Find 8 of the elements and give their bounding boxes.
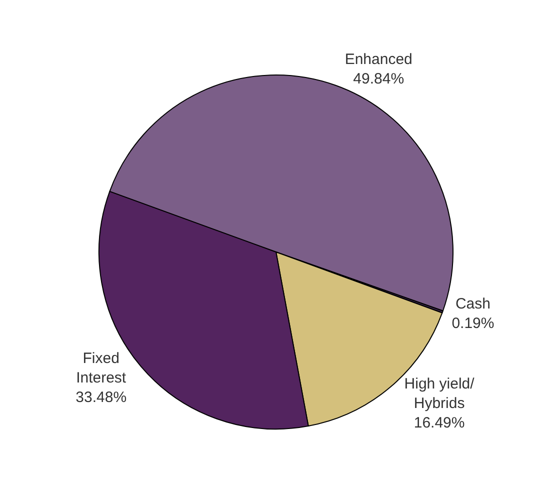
slice-label: Cash bbox=[455, 296, 490, 313]
slice-label: High yield/ Hybrids bbox=[404, 376, 476, 412]
data-label: 49.84% bbox=[353, 70, 404, 88]
slice-label: Fixed Interest bbox=[76, 350, 127, 387]
data-label: 16.49% bbox=[414, 414, 465, 432]
data-label: 0.19% bbox=[452, 315, 494, 332]
slice-label: Enhanced bbox=[344, 50, 412, 68]
data-label: 33.48% bbox=[76, 389, 127, 406]
